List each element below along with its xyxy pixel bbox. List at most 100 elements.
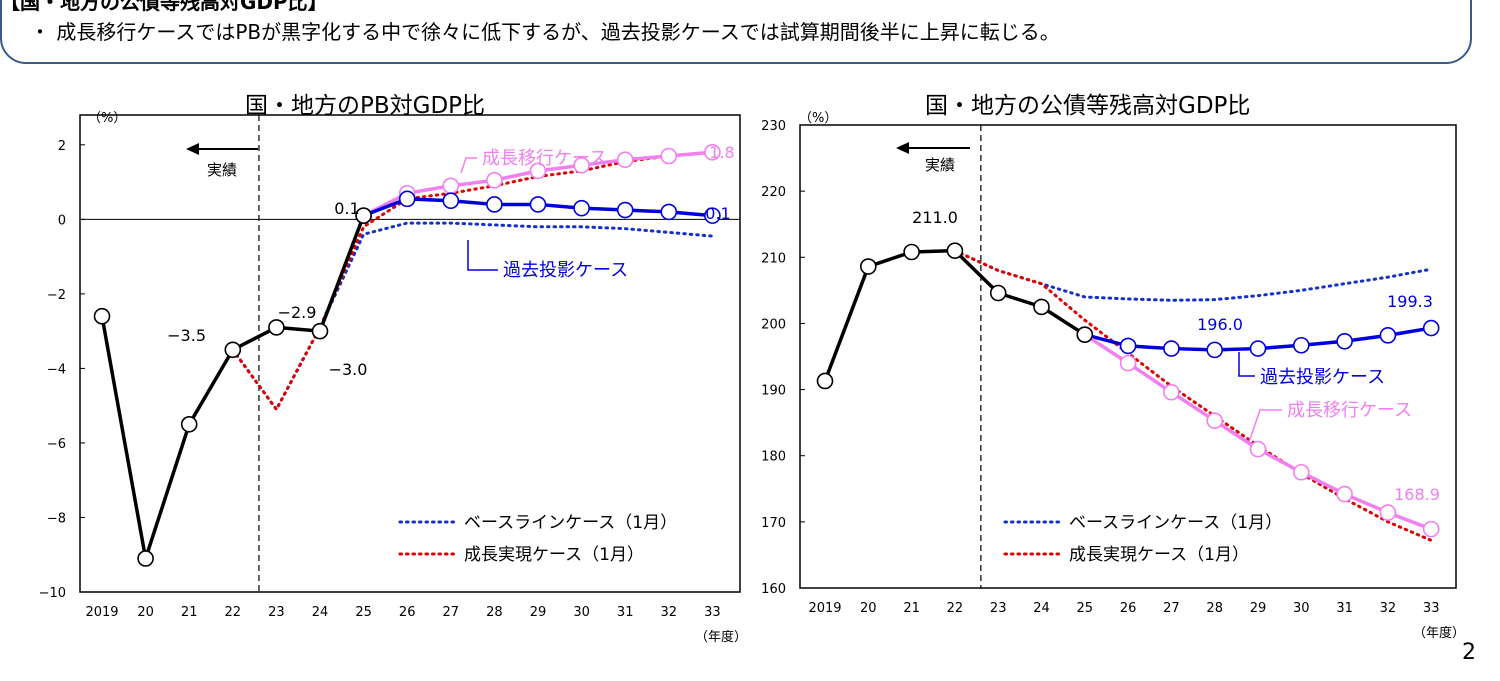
data-label: 0.1 [705,204,730,223]
x-tick-label: 22 [225,605,242,620]
data-point [1336,332,1353,350]
x-tick-label: 29 [1250,601,1267,616]
header-section: 【国・地方の公債等残高対GDP比】 ・ 成長移行ケースではPBが黒字化する中で徐… [0,0,1500,64]
data-point [1119,354,1137,372]
y-tick-label: 220 [761,185,786,200]
y-tick-label: 180 [761,450,786,465]
legend-label: ベースラインケース（1月） [1069,513,1282,533]
data-label: 1.8 [709,143,734,162]
data-point [859,258,877,275]
data-point [903,243,920,261]
x-tick-label: 20 [137,605,154,620]
y-tick-label: −4 [47,362,66,377]
data-point [1379,504,1397,521]
data-point [311,322,329,340]
data-point [1206,341,1223,359]
data-label: 199.3 [1387,292,1433,311]
x-tick-label: 21 [181,605,198,620]
data-point [355,207,372,224]
data-point [224,341,242,359]
x-tick-label: 31 [1336,601,1353,616]
series-line [1083,333,1432,531]
data-point [573,199,590,217]
x-tick-label: 23 [990,601,1007,616]
x-tick-label: 30 [1293,601,1310,616]
x-tick-label: 24 [1033,601,1050,616]
x-tick-label: 25 [1077,601,1094,616]
y-unit-label: （%） [799,111,837,126]
legend-label: 成長実現ケース（1月） [464,545,644,565]
data-point [1293,336,1310,354]
data-point [486,171,503,189]
x-tick-label: 2019 [808,601,841,616]
y-tick-label: 0 [58,213,66,228]
x-tick-label: 20 [860,601,877,616]
data-point [398,190,416,208]
callout-leader [467,240,498,271]
x-tick-label: 24 [312,605,329,620]
data-label: 196.0 [1197,315,1243,334]
data-point [1163,383,1180,401]
data-point [704,207,721,224]
data-point [989,284,1007,302]
x-tick-label: 2019 [85,605,118,620]
callout-label: 過去投影ケース [1260,367,1385,388]
data-label: 211.0 [912,208,958,227]
data-point [529,162,547,180]
x-tick-label: 26 [1120,601,1137,616]
x-tick-label: 22 [947,601,964,616]
data-point [1163,340,1180,357]
data-point [1249,440,1267,458]
page-number: 2 [1462,640,1476,665]
x-tick-label: 28 [1206,601,1223,616]
data-point [1076,326,1094,343]
summary-bullet: ・ 成長移行ケースではPBが黒字化する中で徐々に低下するが、過去投影ケースでは試… [30,20,1060,44]
x-tick-label: 27 [1163,601,1180,616]
y-tick-label: 200 [761,317,786,332]
data-point [137,550,154,567]
series-line-dotted [953,249,1433,542]
data-label: −3.5 [167,326,206,345]
series-line-dotted [953,249,1433,302]
data-point [616,151,634,169]
y-tick-label: 170 [761,516,786,531]
x-tick-label: 25 [355,605,372,620]
data-point [573,157,590,174]
data-point [1206,412,1223,429]
data-point [1422,520,1440,538]
data-point [660,147,678,165]
y-tick-label: −6 [47,437,66,452]
x-tick-label: 29 [530,605,547,620]
x-tick-label: 28 [486,605,503,620]
data-point [529,196,547,213]
data-point [1336,485,1353,503]
y-tick-label: 210 [761,251,786,266]
data-point [1293,463,1310,481]
x-tick-label: 23 [268,605,285,620]
data-point [704,143,721,161]
data-point [93,307,111,325]
data-point [946,242,964,259]
data-point [1379,327,1397,344]
y-tick-label: −8 [47,511,66,526]
x-tick-label: 30 [573,605,590,620]
data-point [268,319,285,336]
data-point [616,201,634,219]
y-tick-label: 190 [761,384,786,399]
actual-arrow-head [896,142,909,154]
y-tick-label: −10 [39,586,66,601]
data-point [1422,319,1440,337]
actual-arrow-head [186,143,199,155]
y-tick-label: 160 [761,582,786,597]
actual-label: 実績 [207,161,237,179]
x-tick-label: 33 [1423,601,1440,616]
x-axis-unit-label: （年度） [1413,625,1465,641]
x-axis-unit-label: （年度） [695,629,747,645]
data-point [180,416,198,433]
x-tick-label: 21 [903,601,920,616]
y-unit-label: （%） [88,111,126,126]
data-point [486,196,503,213]
callout-label: 成長移行ケース [482,148,607,169]
